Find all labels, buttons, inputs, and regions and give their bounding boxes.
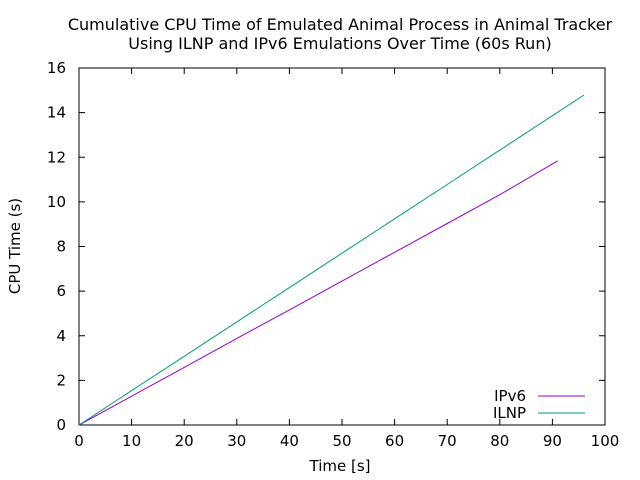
y-tick-label: 12: [47, 148, 66, 166]
y-tick-label: 8: [56, 238, 66, 256]
y-tick-label: 2: [56, 371, 66, 389]
x-tick-label: 20: [175, 432, 194, 450]
y-tick-label: 0: [56, 416, 66, 434]
x-tick-label: 70: [438, 432, 457, 450]
y-tick-label: 16: [47, 59, 66, 77]
x-tick-label: 100: [591, 432, 620, 450]
x-tick-label: 0: [74, 432, 84, 450]
series-line-ipv6: [78, 160, 558, 426]
series-lines: [78, 94, 585, 426]
x-axis: 0 10 20 30 40 50 60 70 80 90 100: [74, 68, 619, 450]
y-tick-label: 10: [47, 193, 66, 211]
plot-border: [78, 67, 606, 426]
x-tick-label: 80: [490, 432, 509, 450]
y-tick-label: 4: [56, 327, 66, 345]
legend-label-ilnp: ILNP: [493, 404, 526, 422]
y-axis-label: CPU Time (s): [6, 198, 24, 294]
y-tick-label: 14: [47, 104, 66, 122]
plot-area: [78, 67, 606, 426]
series-line-ilnp: [78, 94, 585, 426]
y-tick-label: 6: [56, 282, 66, 300]
x-tick-label: 40: [280, 432, 299, 450]
y-axis: 0 2 4 6 8 10 12 14 16: [47, 59, 605, 434]
x-tick-label: 30: [227, 432, 246, 450]
chart-title-line-2: Using ILNP and IPv6 Emulations Over Time…: [128, 34, 551, 53]
x-tick-label: 10: [122, 432, 141, 450]
x-tick-label: 50: [332, 432, 351, 450]
x-axis-label: Time [s]: [309, 457, 371, 475]
chart-title-line-1: Cumulative CPU Time of Emulated Animal P…: [68, 15, 613, 34]
x-tick-label: 90: [543, 432, 562, 450]
x-tick-label: 60: [385, 432, 404, 450]
legend-label-ipv6: IPv6: [494, 387, 526, 405]
